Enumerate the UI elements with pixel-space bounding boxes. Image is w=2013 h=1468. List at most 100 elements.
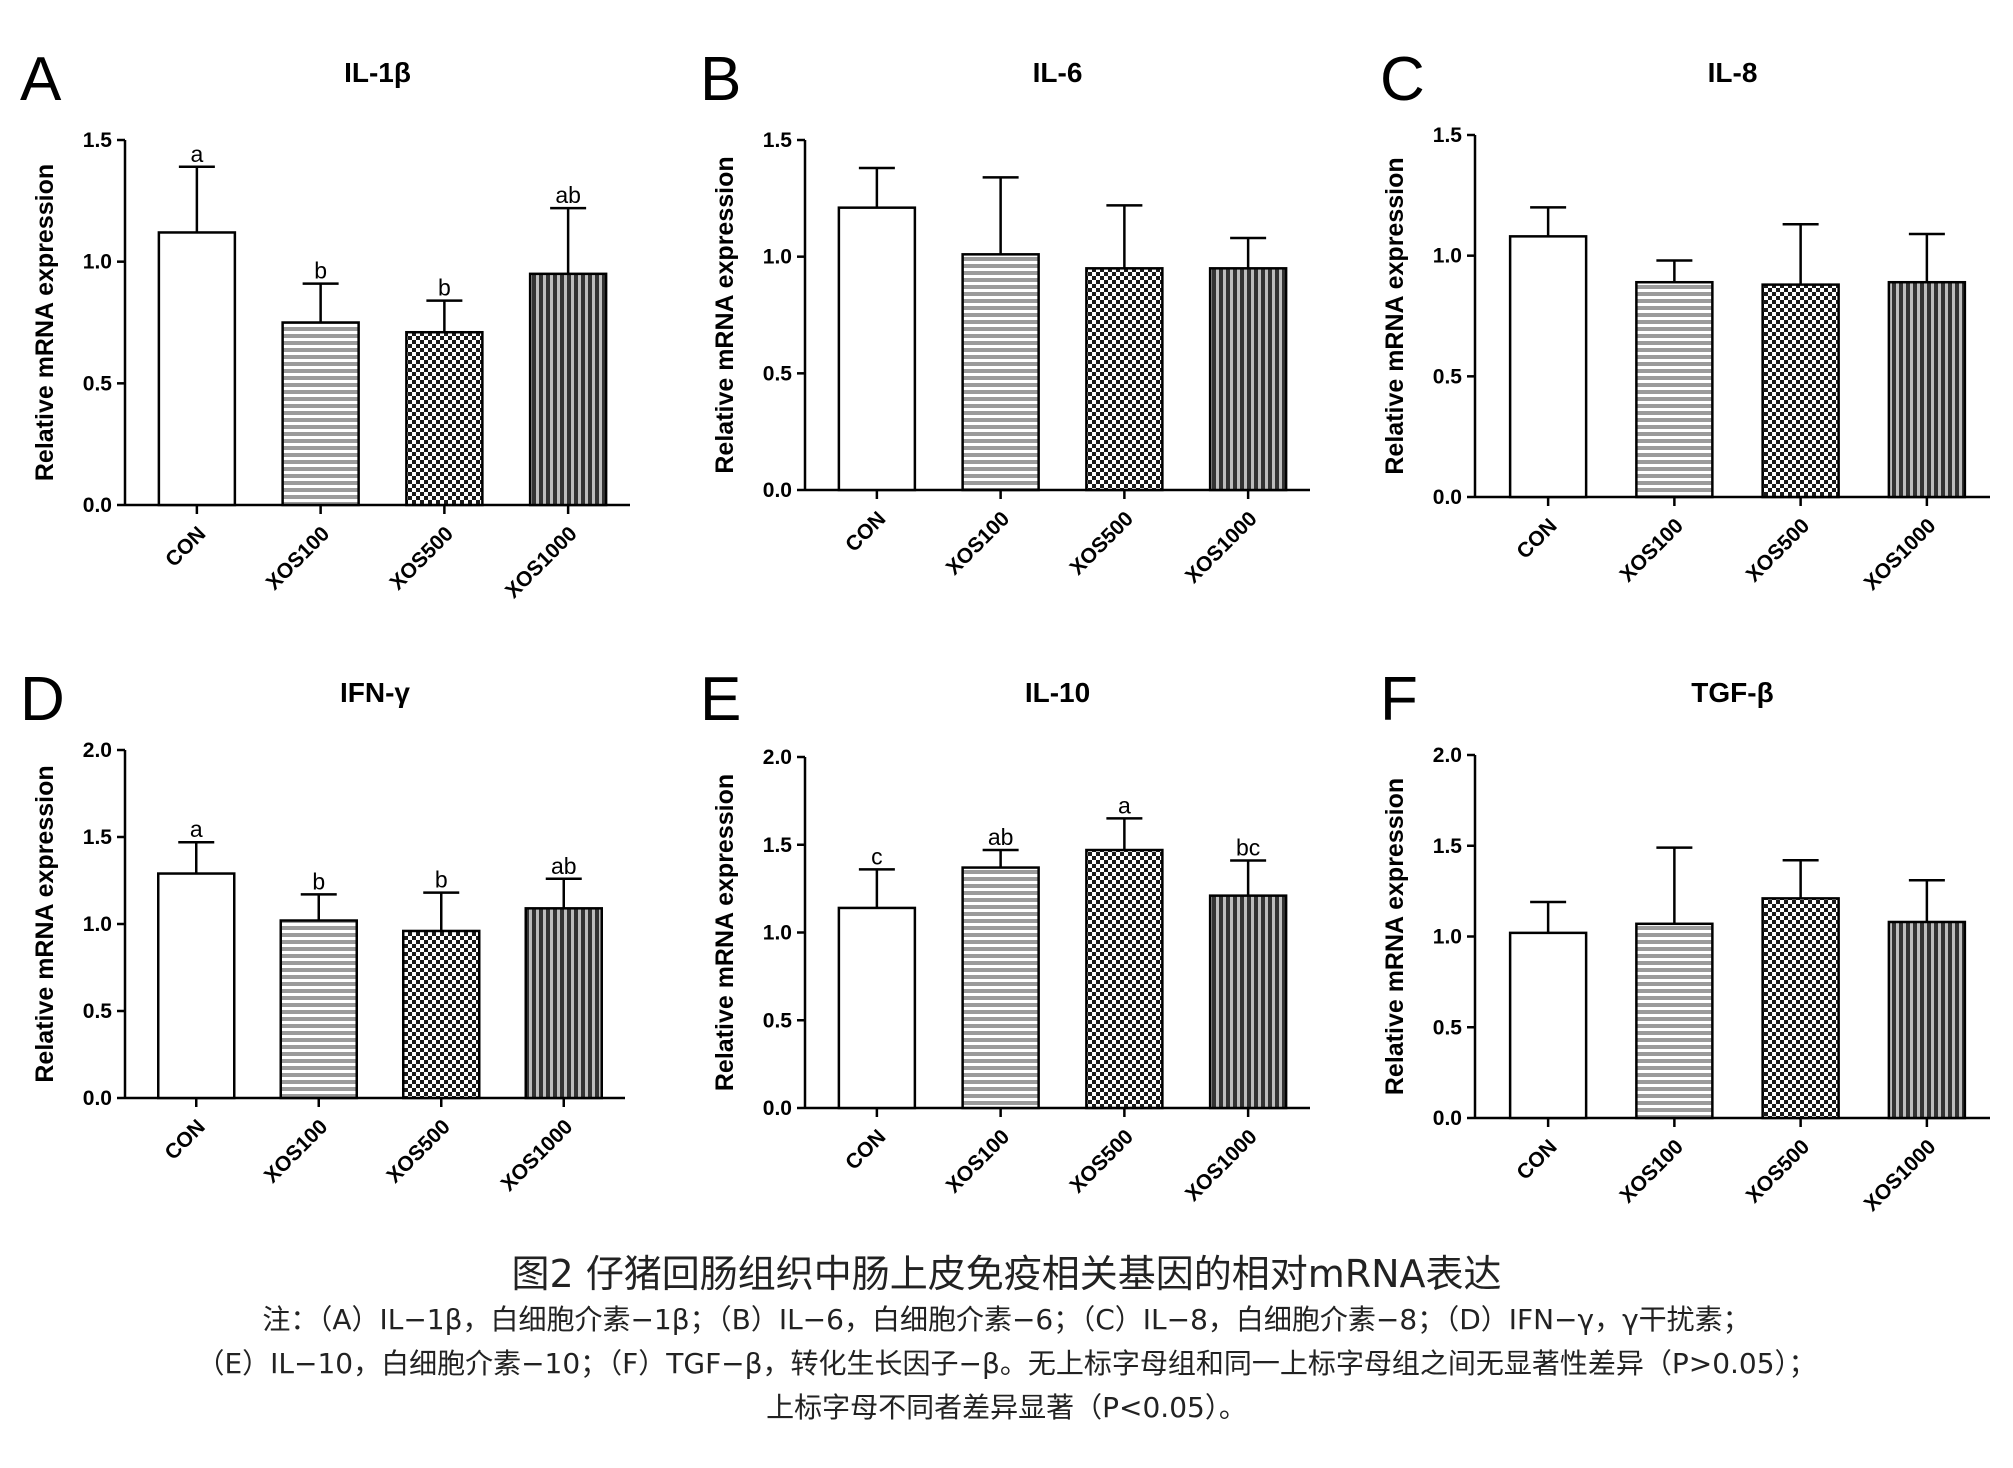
- y-tick-label: 0.0: [1433, 1107, 1462, 1130]
- y-tick-label: 1.0: [83, 251, 112, 274]
- x-tick-label: CON: [841, 507, 890, 556]
- bar-con: [1508, 931, 1588, 1120]
- y-tick-label: 0.0: [83, 1087, 112, 1110]
- x-tick-label: XOS1000: [501, 522, 582, 603]
- bar-xos1000: [1887, 280, 1967, 499]
- panel-letter: E: [700, 665, 741, 734]
- panel-letter: F: [1380, 665, 1418, 734]
- y-axis-label: Relative mRNA expression: [711, 774, 739, 1091]
- y-tick-label: 0.0: [83, 494, 112, 517]
- bar-xos1000: [524, 907, 603, 1100]
- chart-a: A IL-1β 0.0 0.5 1.0 1.5 Relative mRNA expressi…: [20, 45, 630, 603]
- x-tick-label: CON: [1512, 1135, 1561, 1184]
- bar-con: [1508, 235, 1588, 499]
- y-axis-label: Relative mRNA expression: [1381, 778, 1409, 1095]
- y-tick-label: 0.5: [83, 372, 113, 395]
- x-tick-label: XOS500: [1066, 1125, 1138, 1197]
- x-tick-label: XOS1000: [1860, 1135, 1941, 1216]
- significance-label: b: [435, 867, 448, 893]
- chart-b: B IL-6 0.0 0.5 1.0 1.5 Relative mRNA expressio…: [700, 45, 1310, 588]
- bar-con: [157, 872, 236, 1100]
- panel-letter: D: [20, 665, 65, 734]
- panel-A: A IL-1β 0.0 0.5 1.0 1.5 Relative mRNA expressi…: [0, 40, 680, 660]
- bar-xos100: [1635, 280, 1714, 499]
- y-tick-label: 2.0: [1433, 744, 1462, 767]
- significance-label: a: [190, 816, 203, 842]
- caption-title: 图2 仔猪回肠组织中肠上皮免疫相关基因的相对mRNA表达: [511, 1252, 1502, 1296]
- panel-D: D IFN-γ 0.0 0.5 1.0 1.5 2.0 Relative mRNA expre…: [0, 660, 680, 1250]
- panel-title: IFN-γ: [340, 677, 410, 708]
- y-tick-label: 0.5: [1433, 365, 1463, 388]
- bar-xos1000: [1208, 894, 1288, 1110]
- caption-note-line-1: 注：（A）IL−1β，白细胞介素−1β；（B）IL−6，白细胞介素−6；（C）I…: [262, 1303, 1751, 1336]
- panel-title: TGF-β: [1691, 677, 1773, 708]
- y-tick-label: 1.5: [83, 129, 113, 152]
- x-tick-label: XOS1000: [1860, 514, 1941, 595]
- x-tick-label: XOS500: [1066, 507, 1138, 579]
- bar-xos500: [1085, 267, 1164, 492]
- significance-label: b: [312, 868, 325, 894]
- x-tick-label: XOS100: [942, 507, 1014, 579]
- x-tick-label: XOS100: [1616, 514, 1688, 586]
- y-tick-label: 1.5: [83, 826, 113, 849]
- x-tick-label: CON: [841, 1125, 890, 1174]
- significance-label: ab: [988, 824, 1014, 850]
- chart-c: C IL-8 0.0 0.5 1.0 1.5 Relative mRNA expressio…: [1380, 45, 1990, 595]
- bar-con: [157, 231, 237, 507]
- significance-label: a: [1118, 792, 1131, 818]
- panel-F: F TGF-β 0.0 0.5 1.0 1.5 2.0 Relative mRNA expre…: [1360, 660, 2013, 1250]
- x-tick-label: CON: [161, 1115, 210, 1164]
- significance-label: c: [871, 843, 883, 869]
- x-tick-label: XOS500: [382, 1115, 454, 1187]
- panel-title: IL-1β: [344, 57, 411, 88]
- bar-xos1000: [1887, 920, 1967, 1120]
- panel-title: IL-8: [1708, 57, 1758, 88]
- bar-xos100: [961, 253, 1040, 492]
- panel-B: B IL-6 0.0 0.5 1.0 1.5 Relative mRNA expressio…: [680, 40, 1360, 660]
- bar-xos500: [402, 929, 481, 1100]
- bar-xos1000: [1208, 267, 1288, 492]
- bar-xos500: [405, 330, 484, 507]
- bar-xos500: [1761, 897, 1840, 1120]
- y-tick-label: 0.0: [1433, 486, 1462, 509]
- panel-letter: B: [700, 45, 741, 114]
- y-tick-label: 1.5: [763, 834, 793, 857]
- chart-f: F TGF-β 0.0 0.5 1.0 1.5 2.0 Relative mRNA expre…: [1380, 665, 1990, 1216]
- bar-xos100: [281, 321, 360, 507]
- significance-label: bc: [1236, 835, 1260, 861]
- x-tick-label: XOS500: [386, 522, 458, 594]
- significance-label: b: [314, 258, 327, 284]
- significance-label: b: [438, 275, 451, 301]
- significance-label: a: [190, 141, 203, 167]
- caption-note-line-3: 上标字母不同者差异显著（P<0.05）。: [766, 1391, 1247, 1424]
- y-axis-label: Relative mRNA expression: [31, 765, 59, 1082]
- y-tick-label: 0.5: [83, 1000, 113, 1023]
- x-tick-label: XOS100: [1616, 1135, 1688, 1207]
- x-tick-label: CON: [1512, 514, 1561, 563]
- panel-C: C IL-8 0.0 0.5 1.0 1.5 Relative mRNA expressio…: [1360, 40, 2013, 660]
- y-tick-label: 0.0: [763, 479, 792, 502]
- panel-title: IL-6: [1033, 57, 1083, 88]
- panel-letter: C: [1380, 45, 1425, 114]
- y-tick-label: 1.5: [763, 129, 793, 152]
- bar-con: [837, 206, 917, 492]
- x-tick-label: XOS500: [1742, 1135, 1814, 1207]
- x-tick-label: XOS500: [1742, 514, 1814, 586]
- y-axis-label: Relative mRNA expression: [1381, 157, 1409, 474]
- y-tick-label: 1.0: [1433, 245, 1462, 268]
- y-tick-label: 2.0: [763, 746, 792, 769]
- y-axis-label: Relative mRNA expression: [711, 156, 739, 473]
- panel-letter: A: [20, 45, 62, 114]
- bar-xos100: [1635, 922, 1714, 1120]
- bar-xos100: [279, 919, 358, 1100]
- bar-con: [837, 906, 917, 1110]
- y-tick-label: 0.5: [763, 1009, 793, 1032]
- y-tick-label: 0.0: [763, 1097, 792, 1120]
- x-tick-label: XOS1000: [497, 1115, 578, 1196]
- x-tick-label: XOS100: [262, 522, 334, 594]
- bar-xos1000: [528, 272, 608, 507]
- x-tick-label: CON: [161, 522, 210, 571]
- y-tick-label: 1.0: [763, 246, 792, 269]
- bar-xos100: [961, 866, 1040, 1110]
- y-tick-label: 0.5: [1433, 1016, 1463, 1039]
